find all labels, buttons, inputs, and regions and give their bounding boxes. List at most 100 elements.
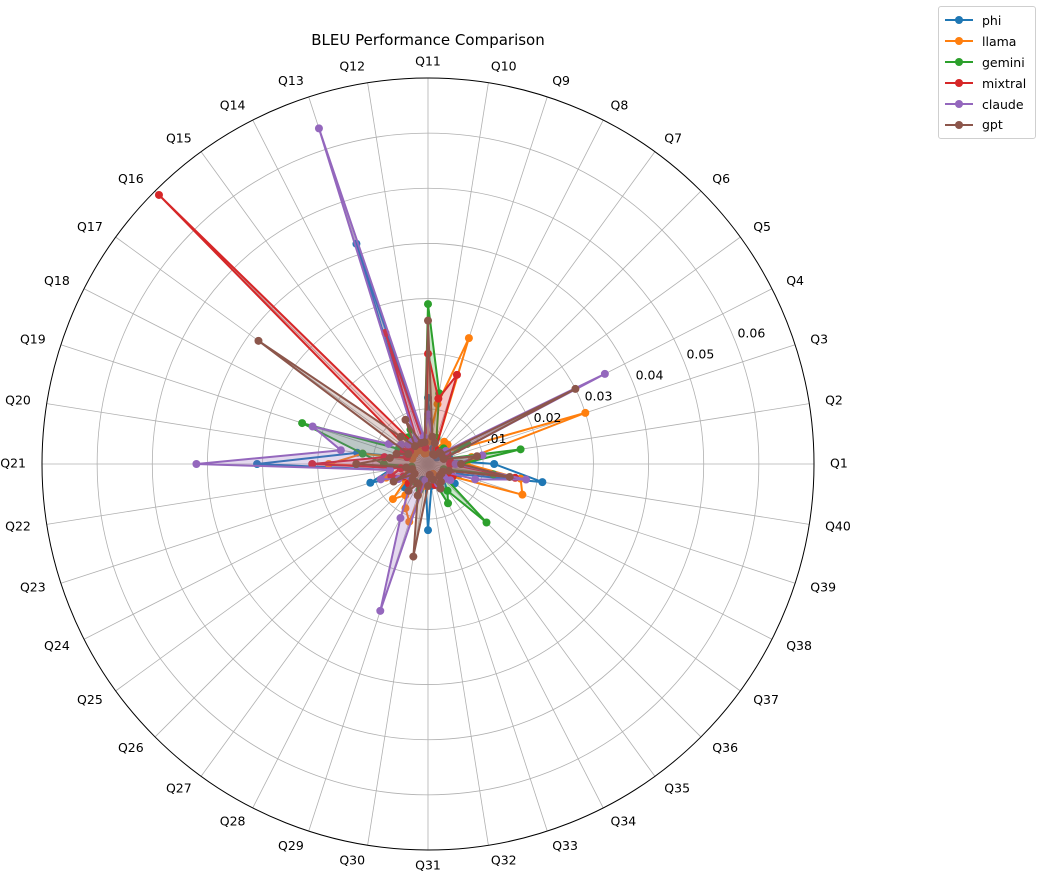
point-mixtral-Q16: [154, 190, 163, 199]
category-label: Q31: [415, 858, 441, 873]
point-claude-Q37: [446, 476, 455, 485]
category-label: Q28: [220, 814, 246, 829]
point-llama-Q39: [518, 490, 527, 499]
point-claude-Q4: [600, 369, 609, 378]
spoke-gridline: [427, 463, 604, 809]
spoke-gridline: [427, 463, 796, 584]
spoke-gridline: [83, 463, 429, 640]
point-gpt-Q13: [417, 439, 426, 448]
point-claude-Q13: [314, 124, 323, 133]
spoke-gridline: [60, 344, 429, 465]
point-gemini-Q2: [516, 445, 525, 454]
radar-series: [154, 124, 609, 615]
point-llama-Q9: [464, 334, 473, 343]
legend-item-phi: phi: [939, 10, 1035, 31]
point-gemini-Q20: [358, 449, 367, 458]
spoke-gridline: [427, 463, 548, 832]
radial-tick-label: .01: [487, 431, 507, 446]
spoke-gridline: [427, 236, 741, 465]
point-gpt-Q24: [389, 477, 398, 486]
legend-label: gpt: [982, 117, 1003, 133]
category-label: Q33: [552, 838, 578, 853]
radial-tick-label: 0.03: [585, 389, 613, 404]
point-mixtral-Q10: [434, 394, 443, 403]
angular-tick-labels: Q1 Q2 Q3 Q4 Q5 Q6 Q7 Q8 Q9 Q10 Q11 Q12 Q13 Q14 Q15 Q16 Q…: [0, 54, 851, 873]
point-gpt-Q15: [411, 442, 420, 451]
spoke-gridline: [46, 463, 429, 525]
point-llama-Q3: [581, 408, 590, 417]
category-label: Q15: [166, 130, 192, 145]
radial-tick-label: 0.04: [636, 368, 664, 383]
category-label: Q40: [825, 518, 851, 533]
spoke-gridline: [427, 190, 702, 465]
category-label: Q14: [220, 97, 246, 112]
point-gpt-Q16: [396, 432, 405, 441]
ring-gridline: [151, 187, 705, 741]
legend-item-gpt: gpt: [939, 114, 1035, 135]
legend-swatch: [945, 100, 973, 108]
point-claude-Q40: [522, 475, 531, 484]
legend-label: gemini: [982, 54, 1025, 70]
category-label: Q13: [278, 73, 304, 88]
point-claude-Q21: [192, 460, 201, 468]
category-label: Q22: [5, 518, 31, 533]
legend-label: llama: [982, 33, 1017, 49]
radial-tick-label: 0.02: [534, 410, 562, 425]
spoke-gridline: [200, 463, 429, 777]
point-phi-Q40: [538, 478, 547, 487]
category-label: Q1: [830, 456, 848, 471]
category-label: Q20: [5, 393, 31, 408]
point-claude-Q23: [376, 475, 385, 484]
point-llama-Q26: [388, 495, 397, 504]
spoke-gridline: [83, 288, 429, 465]
category-label: Q5: [753, 219, 771, 234]
spoke-gridline: [200, 151, 429, 465]
point-phi-Q31: [424, 526, 432, 535]
point-claude-Q19: [308, 422, 317, 431]
radial-tick-label: 0.05: [686, 347, 714, 362]
point-gpt-Q40: [505, 472, 514, 481]
point-gpt-Q2: [473, 452, 482, 461]
series-gpt: [254, 316, 580, 561]
legend-swatch: [945, 37, 973, 46]
category-label: Q29: [278, 838, 304, 853]
category-label: Q26: [118, 740, 144, 755]
spoke-gridline: [427, 463, 741, 692]
category-label: Q9: [552, 73, 570, 88]
point-gpt-Q20: [385, 453, 394, 462]
legend-swatch: [945, 58, 973, 67]
category-label: Q11: [415, 54, 441, 69]
category-label: Q17: [77, 219, 103, 234]
point-gemini-Q19: [298, 419, 307, 428]
point-claude-Q20: [336, 446, 345, 455]
category-label: Q6: [712, 171, 730, 186]
legend: phi llama gemini mixtral claude gpt: [938, 6, 1036, 140]
point-claude-Q29: [376, 606, 385, 615]
category-label: Q23: [20, 580, 46, 595]
legend-item-mixtral: mixtral: [939, 73, 1035, 94]
point-gpt-Q34: [436, 484, 445, 493]
point-mixtral-Q9: [452, 370, 461, 379]
point-gpt-Q8: [429, 450, 438, 459]
point-gpt-Q14: [401, 415, 410, 424]
series-claude: [192, 124, 609, 615]
ring-gridline: [96, 132, 760, 796]
point-phi-Q1: [490, 460, 499, 468]
legend-swatch: [945, 79, 973, 88]
point-gpt-Q9: [430, 439, 439, 448]
point-gpt-Q22: [402, 463, 411, 472]
category-label: Q25: [77, 692, 103, 707]
spoke-gridline: [252, 119, 429, 465]
category-label: Q4: [786, 273, 804, 288]
point-gpt-Q18: [404, 449, 413, 458]
category-label: Q19: [20, 331, 46, 346]
category-label: Q30: [339, 853, 365, 868]
category-label: Q27: [166, 781, 192, 796]
legend-swatch: [945, 16, 973, 25]
point-claude-Q39: [471, 475, 480, 484]
point-gpt-Q33: [429, 475, 438, 484]
point-gpt-Q30: [409, 552, 418, 561]
category-label: Q37: [753, 692, 779, 707]
legend-item-gemini: gemini: [939, 52, 1035, 73]
